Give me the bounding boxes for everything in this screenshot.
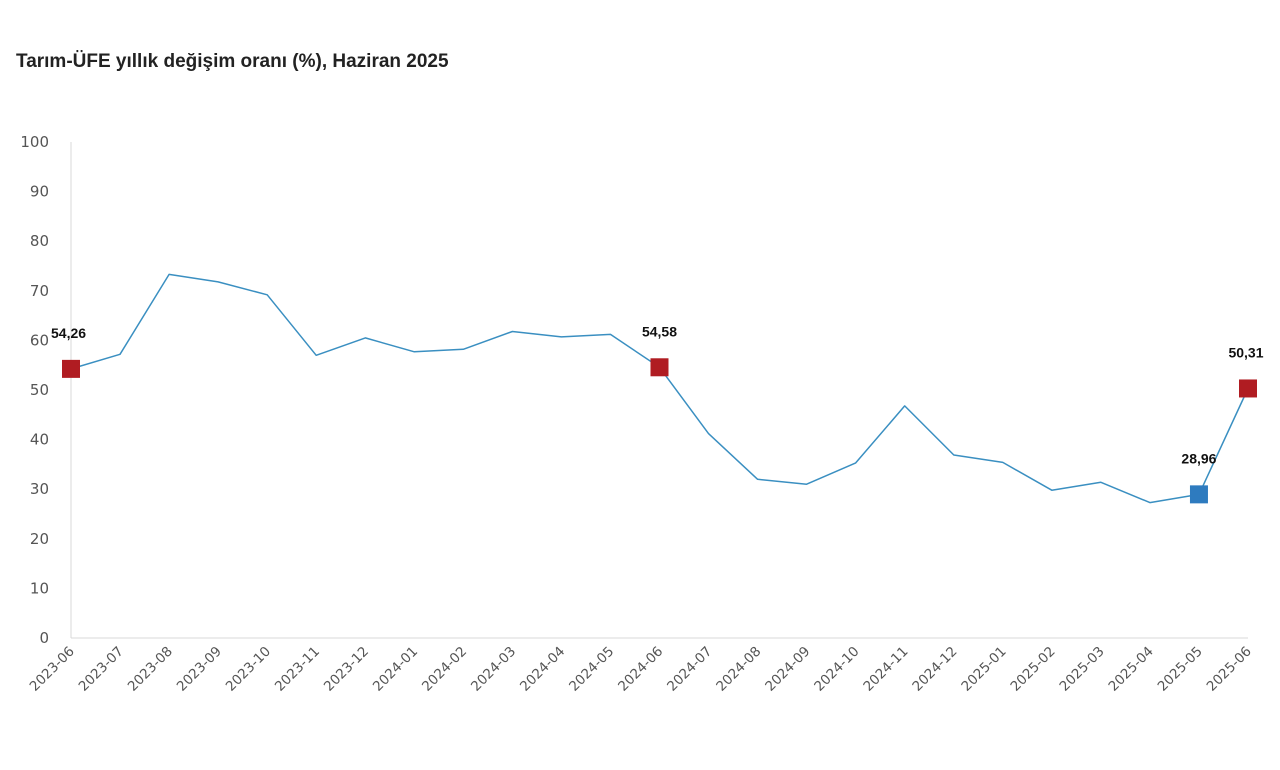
x-tick-label: 2023-11 [272, 644, 323, 695]
highlight-markers [62, 358, 1257, 504]
y-tick-label: 80 [30, 232, 49, 250]
x-tick-label: 2025-06 [1204, 644, 1255, 695]
x-tick-label: 2024-01 [370, 644, 421, 695]
y-tick-label: 30 [30, 480, 49, 498]
x-tick-label: 2024-06 [615, 644, 666, 695]
x-tick-label: 2025-04 [1106, 644, 1157, 695]
y-tick-label: 70 [30, 282, 49, 300]
highlight-marker [1189, 485, 1208, 504]
x-tick-label: 2024-04 [517, 644, 568, 695]
y-tick-label: 50 [30, 381, 49, 399]
y-tick-label: 90 [30, 183, 49, 201]
x-tick-label: 2023-10 [223, 644, 274, 695]
x-tick-label: 2023-06 [27, 644, 78, 695]
y-tick-label: 60 [30, 331, 49, 349]
highlight-marker [1239, 379, 1257, 398]
x-tick-label: 2024-10 [811, 644, 862, 695]
x-tick-label: 2024-12 [909, 644, 960, 695]
data-label: 54,26 [51, 325, 86, 341]
y-axis: 0 10 20 30 40 50 60 70 80 90 100 [20, 133, 72, 647]
x-tick-label: 2025-03 [1057, 644, 1108, 695]
data-label: 50,31 [1228, 344, 1263, 360]
series-line [70, 273, 1249, 504]
y-tick-label: 10 [30, 579, 49, 597]
y-tick-label: 40 [30, 431, 49, 449]
chart-title: Tarım-ÜFE yıllık değişim oranı (%), Hazi… [16, 51, 449, 72]
highlight-marker [650, 358, 669, 377]
x-axis: 2023-062023-072023-082023-092023-102023-… [27, 637, 1255, 695]
x-tick-label: 2023-07 [76, 644, 127, 695]
y-tick-label: 100 [20, 133, 49, 151]
x-tick-label: 2025-05 [1155, 644, 1206, 695]
x-tick-label: 2024-03 [468, 644, 519, 695]
y-tick-label: 20 [30, 530, 49, 548]
x-tick-label: 2024-07 [664, 644, 715, 695]
x-tick-label: 2023-08 [125, 644, 176, 695]
data-label: 54,58 [642, 323, 677, 339]
x-tick-label: 2025-01 [958, 644, 1009, 695]
y-tick-label: 0 [39, 629, 49, 647]
highlight-marker [62, 359, 80, 378]
x-tick-label: 2025-02 [1007, 644, 1058, 695]
x-tick-label: 2024-09 [762, 644, 813, 695]
x-tick-label: 2024-08 [713, 644, 764, 695]
x-tick-label: 2024-11 [860, 644, 911, 695]
x-tick-label: 2024-02 [419, 644, 470, 695]
x-tick-label: 2023-09 [174, 644, 225, 695]
data-labels: 54,26 54,58 28,96 50,31 [51, 323, 1264, 466]
series-polyline [70, 273, 1249, 504]
data-label: 28,96 [1181, 450, 1216, 466]
x-tick-label: 2023-12 [321, 644, 372, 695]
x-tick-label: 2024-05 [566, 644, 617, 695]
